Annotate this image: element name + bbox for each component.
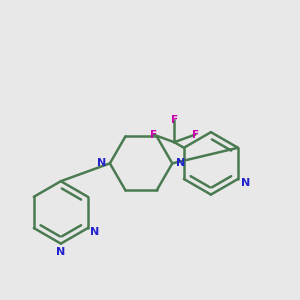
Text: F: F [192,130,199,140]
Text: N: N [241,178,250,188]
Text: F: F [150,130,157,140]
Text: N: N [97,158,106,168]
Text: N: N [56,247,65,257]
Text: F: F [171,115,178,125]
Text: N: N [90,227,100,237]
Text: N: N [176,158,185,168]
